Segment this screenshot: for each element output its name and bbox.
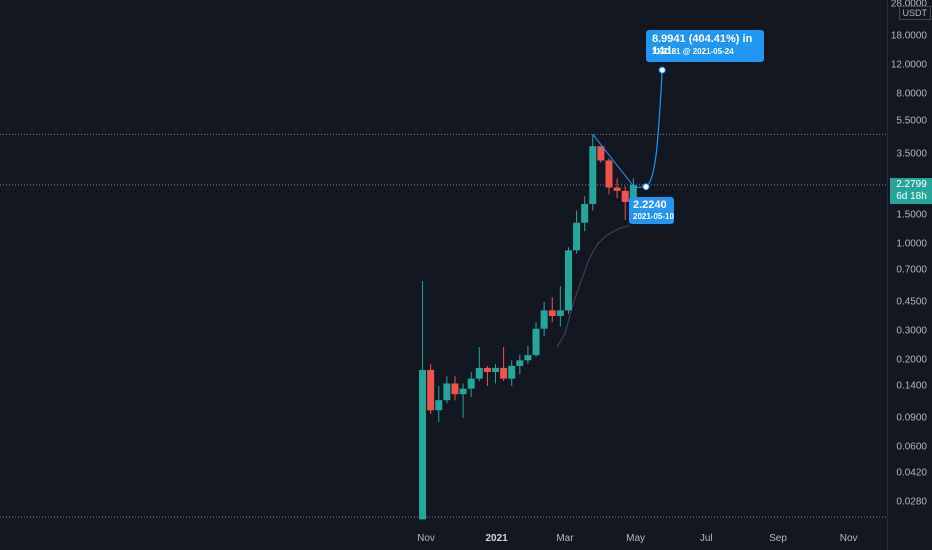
- moving-average-line: [556, 224, 630, 348]
- price-tick-label: 18.0000: [890, 30, 927, 42]
- candle-body: [435, 400, 443, 411]
- price-tick-label: 0.4500: [896, 296, 927, 308]
- candle-body: [508, 365, 516, 379]
- candle[interactable]: [597, 146, 605, 163]
- candle-body: [589, 146, 597, 204]
- candle-body: [548, 310, 556, 316]
- candle-body: [419, 369, 427, 520]
- projection-start-point[interactable]: [642, 183, 650, 191]
- price-tick-label: 5.5000: [896, 115, 927, 127]
- candle-body: [573, 222, 581, 251]
- candle[interactable]: [435, 386, 443, 422]
- candle[interactable]: [483, 365, 491, 387]
- price-tick-label: 0.7000: [896, 264, 927, 276]
- time-tick-label: 2021: [485, 533, 508, 544]
- candle-body: [613, 187, 621, 191]
- candle[interactable]: [581, 196, 589, 232]
- projection-start-value: 2.2240: [633, 199, 667, 211]
- price-tick-label: 0.0900: [896, 412, 927, 424]
- price-tick-label: 0.0420: [896, 467, 927, 479]
- quote-currency-label: USDT: [898, 6, 931, 20]
- candle[interactable]: [451, 376, 459, 401]
- time-tick-label: Jul: [699, 533, 713, 544]
- last-price-tag: 2.2799 6d 18h: [890, 178, 932, 204]
- time-tick-label: Nov: [839, 533, 858, 544]
- candle-body: [443, 383, 451, 401]
- candle[interactable]: [459, 383, 467, 418]
- time-tick-label: Mar: [556, 533, 574, 544]
- candle-body: [467, 378, 475, 389]
- horizontal-lines: [0, 133, 887, 518]
- candle-body: [540, 310, 548, 329]
- time-tick-label: May: [626, 533, 646, 544]
- candle-body: [483, 367, 491, 373]
- candle-countdown: 6d 18h: [896, 191, 927, 202]
- time-tick-label: Sep: [769, 533, 787, 544]
- price-tick-label: 0.3000: [896, 325, 927, 337]
- candle[interactable]: [508, 360, 516, 387]
- price-tick-label: 28.0000: [890, 0, 927, 10]
- candle[interactable]: [540, 301, 548, 337]
- candle[interactable]: [419, 281, 427, 520]
- projection-change-label: 8.9941 (404.41%) in 14d: [652, 33, 753, 57]
- projection-drawing: [592, 66, 666, 191]
- candle-body: [564, 250, 572, 311]
- time-tick-label: Nov: [417, 533, 435, 544]
- projection-target-label: 11.2181 @ 2021-05-24: [652, 47, 734, 56]
- price-tick-label: 1.5000: [896, 209, 927, 221]
- price-tick-label: 1.0000: [896, 238, 927, 250]
- price-tick-label: 8.0000: [896, 88, 927, 100]
- candle[interactable]: [605, 158, 613, 195]
- candle[interactable]: [589, 134, 597, 211]
- candle-body: [459, 388, 467, 395]
- candle-body: [451, 383, 459, 395]
- candle-body: [516, 360, 524, 366]
- candle[interactable]: [621, 185, 629, 221]
- candle[interactable]: [613, 178, 621, 199]
- candle-body: [492, 367, 500, 373]
- candles-layer: [419, 134, 637, 520]
- candle-body: [427, 369, 435, 411]
- candle-body: [581, 203, 589, 223]
- price-tick-label: 0.0600: [896, 441, 927, 453]
- candle[interactable]: [467, 372, 475, 398]
- candle[interactable]: [427, 363, 435, 414]
- candle[interactable]: [492, 363, 500, 384]
- price-tick-label: 0.0280: [896, 496, 927, 508]
- projection-start-date: 2021-05-10: [633, 212, 674, 221]
- projection-curve[interactable]: [645, 70, 663, 188]
- candle[interactable]: [548, 297, 556, 323]
- price-tick-label: 12.0000: [890, 59, 927, 71]
- trendline[interactable]: [592, 134, 635, 188]
- candle[interactable]: [475, 347, 483, 382]
- candle-body: [605, 160, 613, 188]
- candle[interactable]: [500, 347, 508, 382]
- price-tick-label: 0.2000: [896, 354, 927, 366]
- candle-body: [475, 367, 483, 379]
- projection-start-tooltip: 2.2240 2021-05-10: [629, 197, 674, 224]
- candle[interactable]: [443, 376, 451, 404]
- candle[interactable]: [516, 355, 524, 375]
- price-axis[interactable]: 28.0000 18.0000 12.0000 8.0000 5.5000 3.5000 1…: [887, 0, 932, 550]
- projection-end-point[interactable]: [658, 66, 666, 74]
- candle-body: [597, 146, 605, 161]
- candle-body: [532, 328, 540, 356]
- candle-body: [629, 184, 637, 202]
- price-tick-label: 0.1400: [896, 380, 927, 392]
- candle-body: [621, 190, 629, 202]
- price-tick-label: 3.5000: [896, 148, 927, 160]
- last-price-value: 2.2799: [896, 179, 927, 190]
- candle[interactable]: [573, 210, 581, 254]
- moving-average-layer: [556, 224, 630, 348]
- candle-body: [524, 355, 532, 361]
- candle[interactable]: [532, 322, 540, 357]
- candle-body: [556, 310, 564, 316]
- candle[interactable]: [556, 286, 564, 327]
- candle[interactable]: [524, 345, 532, 364]
- candle[interactable]: [564, 247, 572, 315]
- projection-tooltip: 8.9941 (404.41%) in 14d 11.2181 @ 2021-0…: [646, 30, 764, 62]
- candle-body: [500, 367, 508, 379]
